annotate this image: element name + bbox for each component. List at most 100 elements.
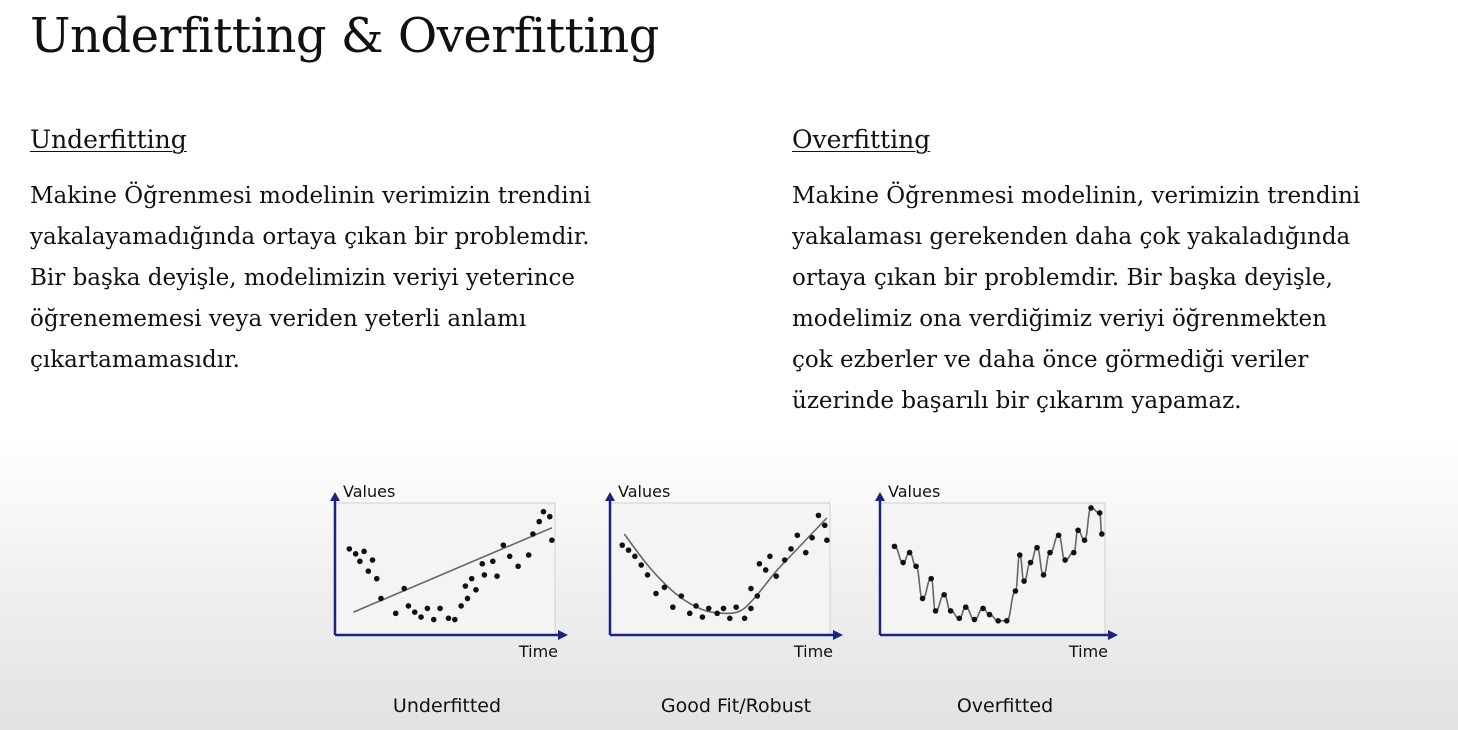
data-point — [1040, 572, 1047, 578]
overfitting-line: ortaya çıkan bir problemdir. Bir başka d… — [792, 265, 1333, 291]
data-point — [661, 584, 668, 591]
data-point — [980, 605, 986, 612]
data-point — [346, 546, 353, 552]
data-point — [748, 585, 754, 592]
x-axis-arrow — [558, 630, 568, 640]
data-point — [481, 572, 488, 578]
data-point — [365, 568, 372, 574]
data-point — [1099, 531, 1105, 537]
data-point — [1081, 537, 1088, 543]
data-point — [928, 575, 934, 582]
data-point — [1062, 557, 1068, 563]
data-point — [473, 587, 479, 593]
data-point — [452, 616, 458, 623]
underfitting-line: Makine Öğrenmesi modelinin verimizin tre… — [30, 183, 591, 209]
data-point — [809, 534, 815, 541]
data-point — [1034, 544, 1040, 551]
data-point — [1096, 510, 1103, 516]
data-point — [458, 603, 464, 609]
data-point — [762, 567, 769, 573]
data-point — [418, 614, 424, 620]
data-point — [490, 558, 496, 565]
underfitting-heading: Underfitting — [30, 125, 187, 154]
data-point — [506, 553, 513, 560]
data-point — [720, 605, 727, 612]
underfitted-chart: Values Time — [330, 482, 568, 661]
slide-title: Underfitting & Overfitting — [30, 8, 659, 64]
y-axis-label: Values — [888, 482, 940, 501]
x-axis-label: Time — [1068, 642, 1108, 661]
data-point — [515, 563, 521, 570]
overfitted-caption: Overfitted — [956, 695, 1054, 717]
data-point — [906, 549, 913, 556]
data-point — [632, 553, 638, 560]
data-point — [1027, 559, 1034, 566]
underfitting-section: Underfitting Makine Öğrenmesi modelinin … — [30, 125, 730, 381]
overfitting-line: üzerinde başarılı bir çıkarım yapamaz. — [792, 388, 1242, 414]
data-point — [479, 560, 486, 567]
data-point — [536, 518, 543, 525]
data-point — [468, 575, 475, 582]
y-axis-arrow — [875, 492, 885, 501]
x-axis-arrow — [1108, 630, 1118, 640]
data-point — [1088, 505, 1094, 511]
data-point — [411, 609, 418, 615]
y-axis-arrow — [330, 492, 340, 501]
data-point — [686, 610, 693, 617]
data-point — [546, 513, 553, 520]
underfitting-line: yakalayamadığında ortaya çıkan bir probl… — [30, 224, 590, 250]
data-point — [705, 605, 712, 612]
data-point — [352, 551, 359, 557]
underfitting-line: çıkartamamasıdır. — [30, 347, 240, 373]
data-point — [699, 614, 706, 620]
data-point — [638, 562, 645, 568]
data-point — [494, 573, 500, 579]
data-point — [369, 557, 376, 563]
data-point — [670, 604, 676, 610]
data-point — [357, 558, 363, 565]
data-point — [891, 543, 898, 550]
overfitted-chart: Values Time — [875, 482, 1118, 661]
data-point — [430, 616, 437, 623]
data-point — [549, 537, 555, 543]
underfitting-line: öğrenememesi veya veriden yeterli anlamı — [30, 306, 527, 332]
x-axis-arrow — [833, 630, 843, 640]
data-point — [619, 542, 626, 548]
data-point — [1016, 552, 1023, 558]
overfitting-section: Overfitting Makine Öğrenmesi modelinin, … — [792, 125, 1442, 422]
data-point — [437, 605, 443, 612]
y-axis-label: Values — [618, 482, 670, 501]
data-point — [653, 590, 659, 597]
data-point — [767, 553, 773, 560]
data-point — [1075, 527, 1081, 534]
data-point — [373, 575, 380, 582]
data-point — [464, 595, 471, 602]
overfitting-description: Makine Öğrenmesi modelinin, verimizin tr… — [792, 176, 1442, 422]
data-point — [741, 615, 748, 622]
data-point — [995, 618, 1001, 624]
data-point — [714, 610, 720, 617]
data-point — [956, 615, 963, 622]
overfitting-line: Makine Öğrenmesi modelinin, verimizin tr… — [792, 183, 1361, 209]
data-point — [644, 572, 651, 578]
data-point — [794, 532, 801, 539]
data-point — [824, 537, 830, 543]
data-point — [445, 615, 452, 622]
data-point — [781, 557, 788, 563]
data-point — [1070, 549, 1077, 556]
data-point — [900, 559, 906, 566]
plot-area — [609, 502, 831, 636]
data-point — [773, 573, 780, 579]
data-point — [802, 549, 809, 556]
data-point — [361, 548, 367, 555]
data-point — [754, 593, 761, 599]
overfitting-line: yakalaması gerekenden daha çok yakaladığ… — [792, 224, 1351, 250]
data-point — [1004, 618, 1010, 624]
y-axis-label: Values — [343, 482, 395, 501]
data-point — [821, 522, 828, 529]
data-point — [919, 595, 926, 602]
data-point — [401, 585, 407, 592]
data-point — [947, 608, 954, 614]
data-point — [378, 595, 384, 602]
data-point — [500, 542, 507, 548]
